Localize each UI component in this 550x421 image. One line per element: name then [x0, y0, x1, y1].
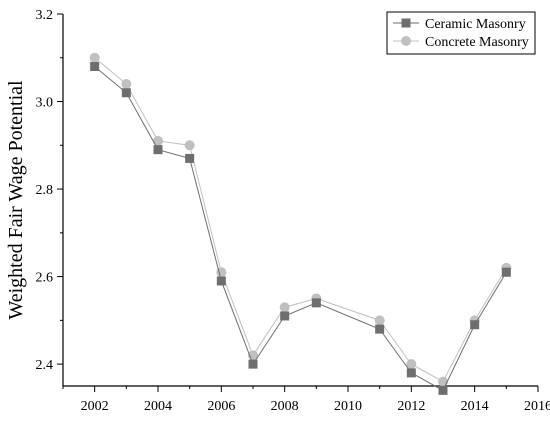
x-tick-label: 2014 — [461, 399, 489, 414]
concrete-masonry-legend-label: Concrete Masonry — [425, 35, 529, 50]
x-tick-label: 2002 — [81, 399, 109, 414]
y-tick-label: 2.6 — [36, 271, 54, 286]
ceramic-masonry-legend-marker — [401, 18, 411, 28]
ceramic-masonry-line — [94, 66, 507, 392]
y-tick-label: 3.2 — [36, 8, 54, 23]
concrete-masonry-point — [184, 140, 195, 151]
y-tick-label: 2.4 — [36, 358, 54, 373]
series-layer — [89, 52, 512, 395]
legend: Ceramic Masonry Concrete Masonry — [386, 11, 536, 55]
concrete-masonry-point — [438, 376, 448, 387]
x-tick-label: 2004 — [144, 399, 172, 414]
ceramic-masonry-point — [311, 298, 321, 308]
axes: 2002 2004 2006 2008 2010 2012 2014 2016 2.4 2.6 2.… — [36, 8, 550, 414]
x-tick-label: 2012 — [397, 399, 425, 414]
x-tick-label: 2006 — [207, 399, 235, 414]
concrete-masonry-point — [406, 359, 417, 370]
concrete-masonry-point — [374, 315, 385, 326]
y-axis-title: Weighted Fair Wage Potential — [5, 80, 27, 320]
ceramic-masonry-point — [406, 368, 416, 378]
ceramic-masonry-point — [375, 324, 385, 334]
ceramic-masonry-point — [438, 385, 448, 395]
legend-box — [386, 11, 536, 55]
ceramic-masonry-point — [280, 311, 290, 321]
concrete-masonry-point — [89, 52, 100, 63]
x-tick-label: 2010 — [334, 399, 362, 414]
concrete-masonry-point — [279, 302, 290, 313]
ceramic-masonry-point — [501, 267, 511, 277]
ceramic-masonry-point — [121, 88, 131, 98]
ceramic-masonry-legend-label: Ceramic Masonry — [425, 17, 526, 32]
y-tick-label: 2.8 — [36, 183, 54, 198]
ceramic-masonry-point — [90, 62, 100, 72]
ceramic-masonry-point — [185, 153, 195, 163]
concrete-masonry-legend-marker — [401, 36, 411, 46]
x-tick-label: 2008 — [271, 399, 299, 414]
x-tick-label: 2016 — [524, 399, 550, 414]
y-tick-label: 3.0 — [36, 96, 54, 111]
concrete-masonry-line — [94, 57, 507, 383]
ceramic-masonry-point — [470, 320, 480, 330]
ceramic-masonry-point — [216, 276, 226, 286]
ceramic-masonry-point — [248, 359, 258, 369]
concrete-masonry-point — [121, 79, 132, 90]
ceramic-masonry-point — [153, 145, 163, 155]
concrete-masonry-point — [153, 135, 163, 146]
